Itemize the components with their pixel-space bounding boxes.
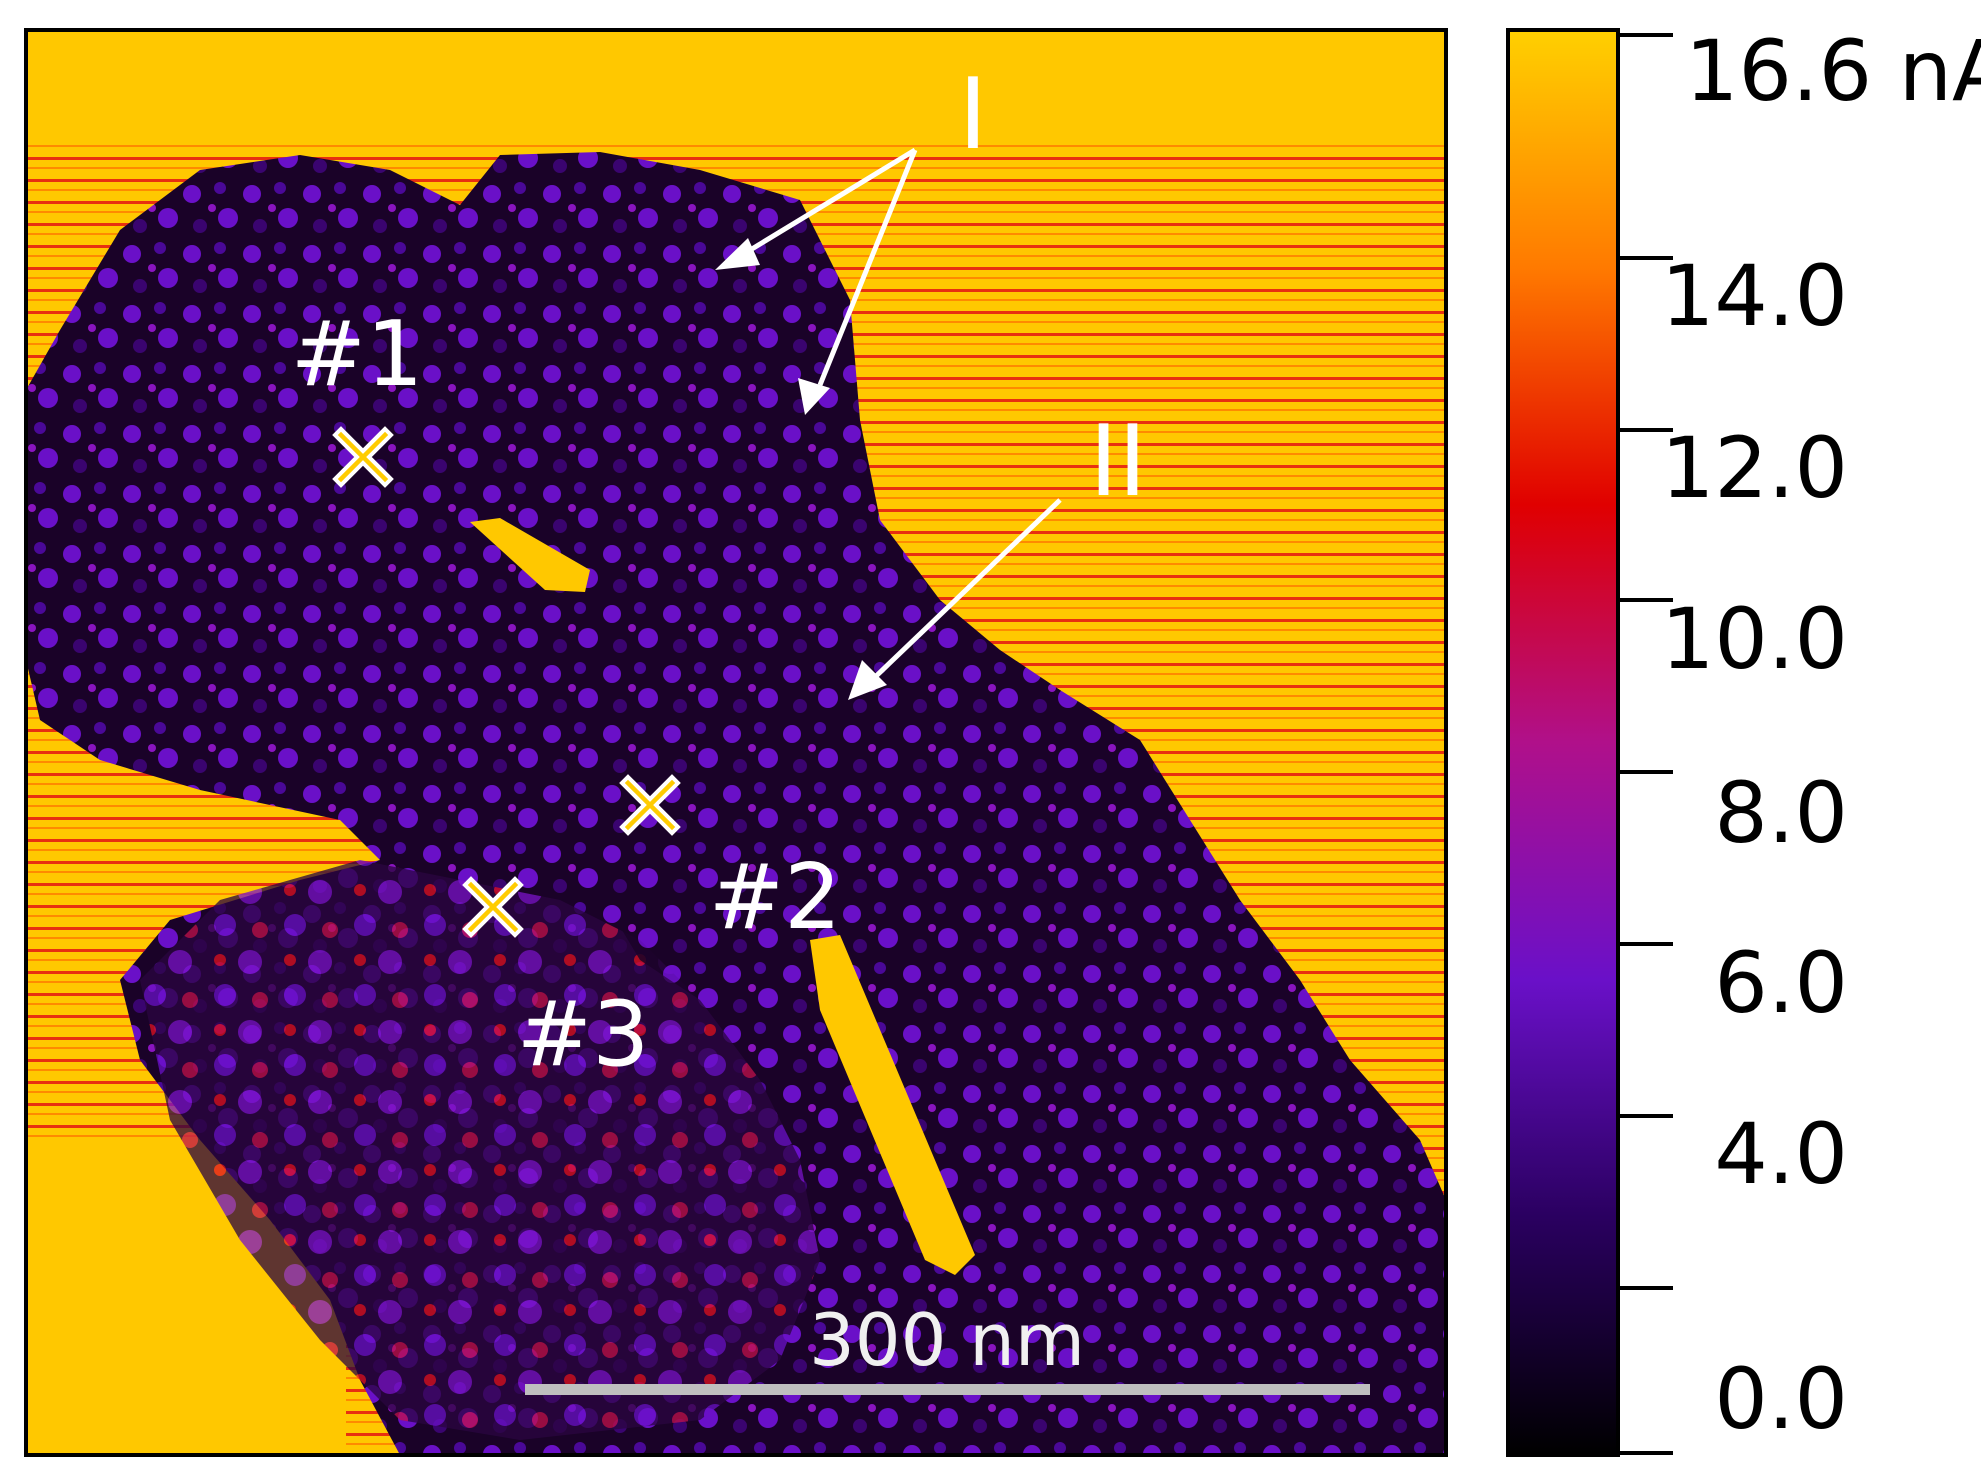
arrow-II — [870, 498, 1062, 682]
annotation-arrows — [715, 147, 1062, 700]
colorbar-tick-label: 10.0 — [1661, 590, 1848, 688]
point-marker-2 — [619, 774, 681, 836]
point-label-3: #3 — [517, 982, 650, 1087]
arrow-I-right-head — [798, 378, 830, 415]
point-label-1: #1 — [291, 302, 424, 407]
bright-streak-lower — [810, 935, 975, 1275]
point-label-2: #2 — [709, 845, 842, 950]
colorbar-tick-labels: 16.6 nA 14.0 12.0 10.0 8.0 6.0 4.0 0.0 — [1661, 22, 1981, 1448]
colorbar-tick-label: 16.6 nA — [1685, 22, 1981, 120]
region-label-II: II — [1089, 405, 1147, 519]
colorbar-ticks — [1618, 33, 1673, 1455]
colorbar-tick-label: 0.0 — [1714, 1350, 1848, 1448]
flake-lower-left — [140, 860, 820, 1440]
colorbar-tick-label: 4.0 — [1714, 1105, 1848, 1203]
arrow-I-left — [740, 147, 917, 258]
arrow-I-left-head — [715, 238, 760, 270]
image-frame — [24, 28, 1448, 1457]
region-label-I: I — [959, 58, 988, 172]
colorbar — [1506, 28, 1620, 1457]
bright-streak-upper — [470, 518, 590, 592]
colorbar-tick-label: 6.0 — [1714, 934, 1848, 1032]
colorbar-tick-label: 14.0 — [1661, 247, 1848, 345]
point-marker-3 — [462, 876, 524, 938]
colorbar-tick-label: 8.0 — [1714, 764, 1848, 862]
point-marker-1 — [332, 426, 394, 488]
flake-center — [560, 640, 1100, 1080]
arrow-I-right — [817, 149, 918, 386]
current-map-image — [26, 30, 1446, 1455]
scale-bar-label: 300 nm — [809, 1298, 1085, 1382]
colorbar-tick-label: 12.0 — [1661, 419, 1848, 517]
scale-bar — [525, 1384, 1370, 1395]
arrow-II-head — [848, 660, 887, 700]
